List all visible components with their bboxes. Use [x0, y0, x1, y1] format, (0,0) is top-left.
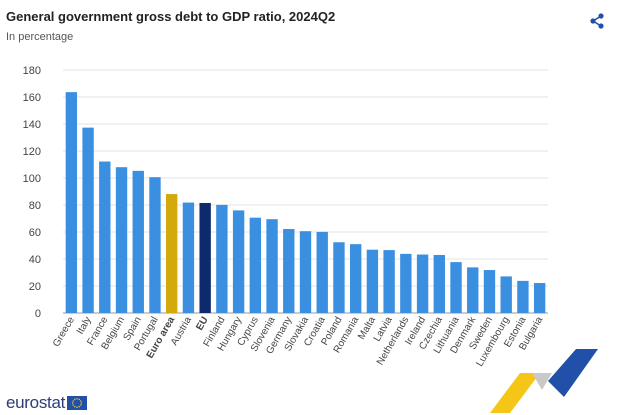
- bar: [450, 262, 462, 313]
- eurostat-logo: eurostat: [6, 392, 88, 414]
- y-tick-label: 160: [23, 92, 41, 104]
- y-tick-label: 100: [23, 173, 41, 185]
- bar: [366, 249, 379, 313]
- eu-flag-icon: [67, 396, 88, 410]
- bar: [483, 270, 496, 313]
- bar: [99, 161, 111, 313]
- bar: [216, 204, 228, 313]
- eurostat-swoosh-decoration: [490, 349, 598, 413]
- bar: [533, 283, 546, 313]
- bar: [349, 244, 362, 313]
- logo-text: eurostat: [6, 393, 66, 412]
- y-tick-label: 40: [29, 254, 41, 266]
- share-icon[interactable]: [588, 12, 606, 30]
- bar: [266, 219, 278, 313]
- bar: [199, 202, 211, 313]
- bar: [166, 194, 178, 313]
- bar: [416, 254, 429, 313]
- y-tick-label: 80: [29, 200, 41, 212]
- y-tick-label: 0: [35, 308, 41, 320]
- bar: [115, 167, 128, 313]
- bar: [500, 276, 512, 313]
- chart-title: General government gross debt to GDP rat…: [6, 9, 336, 24]
- bar: [467, 267, 479, 313]
- x-tick-label: Greece: [51, 315, 77, 349]
- bar: [517, 280, 529, 313]
- bar: [132, 170, 144, 313]
- bar: [82, 127, 94, 314]
- bar: [249, 217, 262, 313]
- chart-subtitle: In percentage: [6, 31, 74, 43]
- bar: [283, 229, 295, 313]
- y-tick-label: 20: [29, 281, 41, 293]
- bar: [299, 231, 312, 313]
- bar: [433, 254, 445, 313]
- bar: [316, 231, 328, 313]
- bar: [333, 242, 345, 313]
- bar: [232, 210, 245, 313]
- bar: [182, 202, 195, 313]
- bar: [149, 177, 161, 313]
- y-tick-label: 120: [23, 146, 41, 158]
- bar: [400, 253, 412, 313]
- y-tick-label: 180: [23, 65, 41, 77]
- y-tick-label: 140: [23, 119, 41, 131]
- bar: [65, 92, 78, 313]
- y-tick-label: 60: [29, 227, 41, 239]
- bar: [383, 250, 395, 313]
